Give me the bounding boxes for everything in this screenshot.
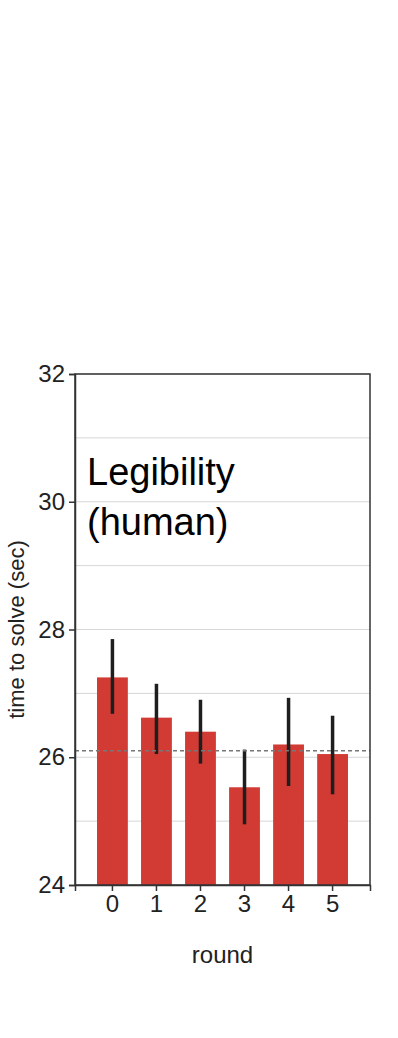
- error-bar: [155, 684, 159, 754]
- y-tick-mark: [69, 502, 75, 504]
- y-tick: 26: [38, 743, 75, 770]
- x-tick: 1: [150, 885, 163, 917]
- error-bar: [111, 639, 115, 714]
- y-tick: 24: [38, 871, 75, 898]
- grid-line: [75, 629, 370, 630]
- x-tick-label: 3: [238, 890, 251, 917]
- y-tick-label: 28: [38, 616, 65, 643]
- plot-frame: [75, 374, 370, 885]
- title-line: (human): [87, 501, 229, 543]
- x-tick-label: 5: [326, 890, 339, 917]
- y-axis-line: [69, 375, 76, 886]
- x-tick-label: 4: [282, 890, 295, 917]
- y-tick-label: 30: [38, 488, 65, 515]
- chart: 24 26 28 30 32 0 1 2 3 4 5 round time to solve (sec)…: [0, 0, 398, 1038]
- y-tick-mark: [69, 629, 75, 631]
- y-tick-label: 26: [38, 743, 65, 770]
- error-bar: [199, 700, 203, 764]
- y-tick: 30: [38, 488, 75, 515]
- plot-area: [75, 639, 370, 885]
- y-tick-mark: [69, 885, 75, 887]
- grid: [75, 374, 370, 885]
- minor-grid-line: [75, 565, 370, 566]
- y-tick: 32: [38, 360, 75, 387]
- title-line: Legibility: [87, 451, 235, 493]
- y-axis: 24 26 28 30 32: [38, 360, 75, 898]
- x-tick: 0: [106, 885, 119, 917]
- x-axis-title: round: [192, 941, 253, 968]
- x-tick: 3: [238, 885, 251, 917]
- x-tick: 4: [282, 885, 295, 917]
- y-tick-mark: [69, 757, 75, 759]
- y-tick-mark: [69, 374, 75, 376]
- error-bar: [243, 750, 247, 825]
- error-bar: [287, 698, 291, 786]
- title: Legibility (human): [87, 451, 235, 543]
- minor-grid-line: [75, 437, 370, 438]
- x-tick: 5: [326, 885, 339, 917]
- y-tick: 28: [38, 616, 75, 643]
- reference-line: [75, 750, 370, 752]
- x-tick: 2: [194, 885, 207, 917]
- error-bar: [331, 716, 335, 795]
- y-tick-label: 24: [38, 871, 65, 898]
- y-axis-title: time to solve (sec): [4, 540, 29, 719]
- y-tick-label: 32: [38, 360, 65, 387]
- x-tick-label: 1: [150, 890, 163, 917]
- x-axis: 0 1 2 3 4 5: [76, 885, 371, 917]
- x-tick-label: 0: [106, 890, 119, 917]
- x-tick-label: 2: [194, 890, 207, 917]
